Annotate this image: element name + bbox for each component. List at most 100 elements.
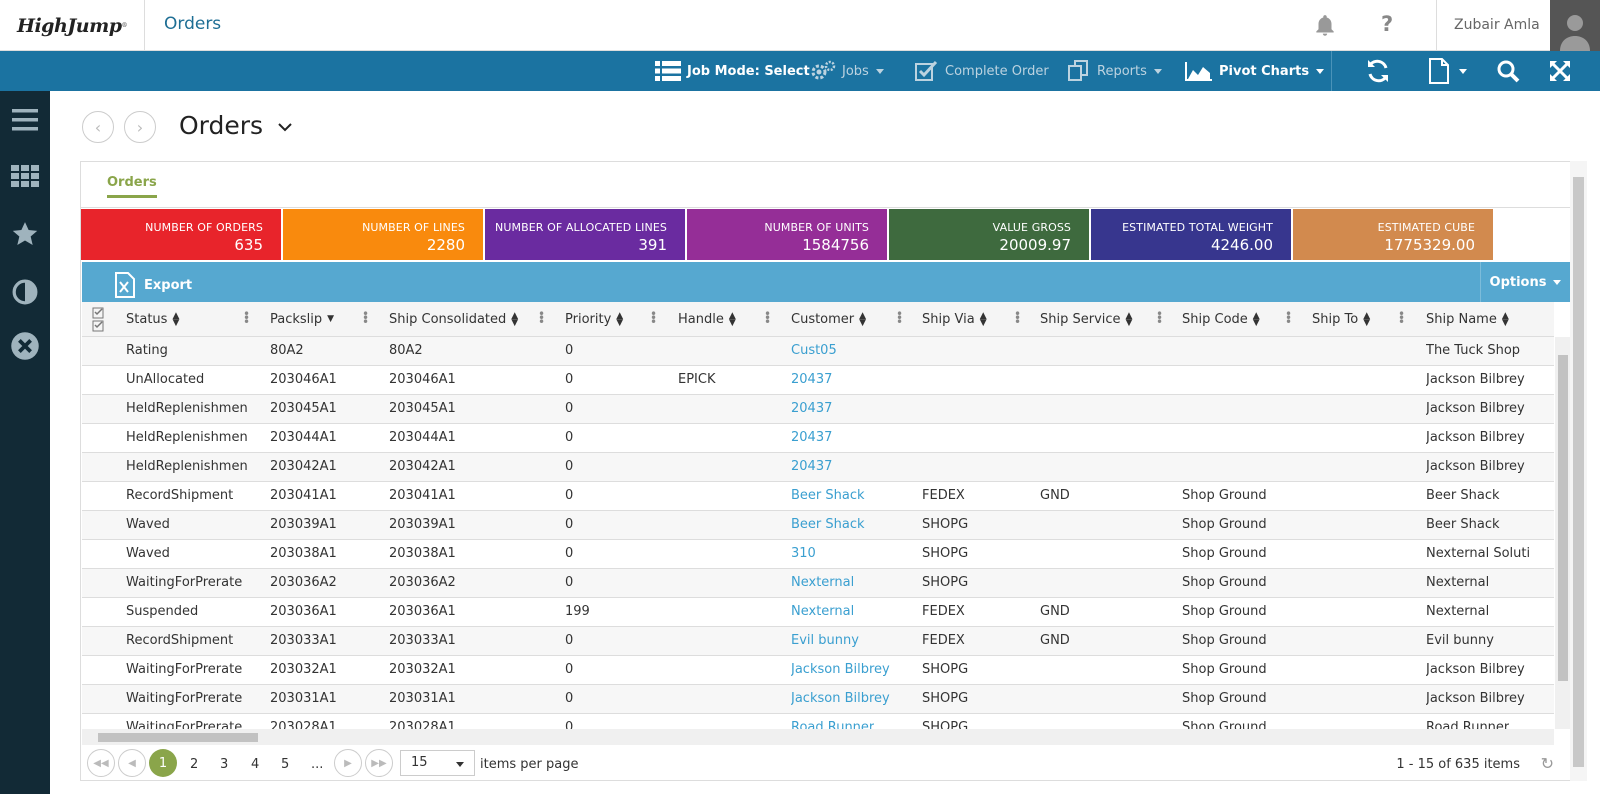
fullscreen-icon[interactable] <box>1549 51 1577 91</box>
column-menu-icon[interactable]: • • • <box>650 307 658 329</box>
scrollbar-thumb[interactable] <box>1558 355 1568 681</box>
menu-icon[interactable] <box>10 105 40 135</box>
next-page-button[interactable]: ▶ <box>334 749 362 777</box>
select-all-checkbox-icon[interactable] <box>92 302 106 337</box>
table-row[interactable]: WaitingForPrerate 203032A1 203032A1 0 Jackso… <box>82 656 1554 685</box>
scrollbar-thumb[interactable] <box>1573 177 1584 767</box>
table-row[interactable]: UnAllocated 203046A1 203046A1 0 EPICK 20437 Ja… <box>82 366 1554 395</box>
table-row[interactable]: Rating 80A2 80A2 0 Cust05 The Tuck Shop <box>82 337 1554 366</box>
customer-link[interactable]: 20437 <box>791 430 833 445</box>
table-row[interactable]: RecordShipment 203033A1 203033A1 0 Evil bunn… <box>82 627 1554 656</box>
column-menu-icon[interactable]: • • • <box>243 307 251 329</box>
contrast-icon[interactable] <box>10 277 40 307</box>
favorites-star-icon[interactable] <box>10 219 40 249</box>
page-number[interactable]: 1 <box>149 749 177 777</box>
column-header[interactable]: Ship Name ▲ ▼ <box>1426 302 1554 337</box>
first-page-button[interactable]: ◀◀ <box>87 749 115 777</box>
customer-link[interactable]: Jackson Bilbrey <box>791 691 890 706</box>
column-header[interactable]: Priority ▲ ▼ • • • <box>565 302 658 337</box>
table-row[interactable]: WaitingForPrerate 203036A2 203036A2 0 Nexter… <box>82 569 1554 598</box>
column-header[interactable]: Packslip ▼ • • • <box>270 302 370 337</box>
tab-orders[interactable]: Orders <box>107 175 157 198</box>
column-header[interactable]: Ship To ▲ ▼ • • • <box>1312 302 1406 337</box>
column-header[interactable]: Ship Service ▲ ▼ • • • <box>1040 302 1164 337</box>
column-header[interactable]: Customer ▲ ▼ • • • <box>791 302 904 337</box>
column-menu-icon[interactable]: • • • <box>538 307 546 329</box>
pivot-charts-menu[interactable]: Pivot Charts <box>1185 51 1325 91</box>
customer-link[interactable]: Jackson Bilbrey <box>791 662 890 677</box>
scrollbar-thumb[interactable] <box>98 733 258 742</box>
close-circle-icon[interactable] <box>10 331 40 361</box>
customer-link[interactable]: Nexternal <box>791 604 855 619</box>
customer-link[interactable]: 20437 <box>791 372 833 387</box>
table-row[interactable]: WaitingForPrerate 203031A1 203031A1 0 Jackso… <box>82 685 1554 714</box>
customer-link[interactable]: Evil bunny <box>791 633 859 648</box>
page-number[interactable]: 4 <box>251 757 260 772</box>
user-name[interactable]: Zubair Amla <box>1454 17 1540 33</box>
column-header[interactable]: Ship Code ▲ ▼ • • • <box>1182 302 1293 337</box>
page-size-select[interactable]: 15 <box>400 750 475 776</box>
column-header[interactable]: Status ▲ ▼ • • • <box>126 302 251 337</box>
table-row[interactable]: HeldReplenishment 203042A1 203042A1 0 20437 J… <box>82 453 1554 482</box>
table-row[interactable]: HeldReplenishment 203045A1 203045A1 0 20437 J… <box>82 395 1554 424</box>
column-menu-icon[interactable]: • • • <box>1398 307 1406 329</box>
back-button[interactable]: ‹ <box>82 111 114 143</box>
summary-tile[interactable]: Estimated Cube 1775329.00 <box>1293 209 1493 260</box>
customer-link[interactable]: 310 <box>791 546 816 561</box>
page-scrollbar[interactable] <box>1570 161 1587 781</box>
export-button[interactable]: Export <box>114 272 192 298</box>
page-number[interactable]: 2 <box>190 757 199 772</box>
apps-grid-icon[interactable] <box>10 161 40 191</box>
column-menu-icon[interactable]: • • • <box>1285 307 1293 329</box>
customer-link[interactable]: Road Runner <box>791 720 875 729</box>
page-number[interactable]: 5 <box>281 757 290 772</box>
column-menu-icon[interactable]: • • • <box>764 307 772 329</box>
options-menu[interactable]: Options <box>1480 262 1570 302</box>
summary-tile[interactable]: Number of Units 1584756 <box>687 209 887 260</box>
new-document-icon[interactable] <box>1427 51 1467 91</box>
vertical-scrollbar[interactable] <box>1555 337 1571 729</box>
customer-link[interactable]: Nexternal <box>791 575 855 590</box>
column-menu-icon[interactable]: • • • <box>1014 307 1022 329</box>
table-row[interactable]: HeldReplenishment 203044A1 203044A1 0 20437 J… <box>82 424 1554 453</box>
summary-tile[interactable]: Number of Allocated Lines 391 <box>485 209 685 260</box>
table-row[interactable]: Waved 203039A1 203039A1 0 Beer Shack SHOPG Sho… <box>82 511 1554 540</box>
customer-link[interactable]: Beer Shack <box>791 517 865 532</box>
summary-tile[interactable]: Estimated Total Weight 4246.00 <box>1091 209 1291 260</box>
page-heading[interactable]: Orders <box>179 111 293 140</box>
table-row[interactable]: Waved 203038A1 203038A1 0 310 SHOPG Shop Groun… <box>82 540 1554 569</box>
customer-link[interactable]: 20437 <box>791 401 833 416</box>
refresh-icon[interactable] <box>1365 51 1397 91</box>
user-avatar-icon[interactable] <box>1550 0 1600 51</box>
page-number[interactable]: 3 <box>220 757 229 772</box>
customer-link[interactable]: 20437 <box>791 459 833 474</box>
jobs-menu[interactable]: Jobs <box>810 51 884 91</box>
forward-button[interactable]: › <box>124 111 156 143</box>
column-menu-icon[interactable]: • • • <box>896 307 904 329</box>
app-logo[interactable]: HighJump ® <box>0 0 145 51</box>
column-menu-icon[interactable]: • • • <box>362 307 370 329</box>
summary-tile[interactable]: Number of Orders 635 <box>81 209 281 260</box>
reload-icon[interactable]: ↻ <box>1540 754 1554 773</box>
customer-link[interactable]: Beer Shack <box>791 488 865 503</box>
table-row[interactable]: RecordShipment 203041A1 203041A1 0 Beer Shac… <box>82 482 1554 511</box>
complete-order-button[interactable]: Complete Order <box>915 51 1049 91</box>
search-icon[interactable] <box>1496 51 1526 91</box>
table-row[interactable]: WaitingForPrerate 203028A1 203028A1 0 Road R… <box>82 714 1554 729</box>
column-header[interactable]: Ship Via ▲ ▼ • • • <box>922 302 1022 337</box>
column-menu-icon[interactable]: • • • <box>1156 307 1164 329</box>
table-row[interactable]: Suspended 203036A1 203036A1 199 Nexternal FED… <box>82 598 1554 627</box>
summary-tile[interactable]: Value Gross 20009.97 <box>889 209 1089 260</box>
last-page-button[interactable]: ▶▶ <box>365 749 393 777</box>
horizontal-scrollbar[interactable] <box>82 729 1554 745</box>
help-icon[interactable]: ? <box>1381 12 1394 36</box>
column-header[interactable]: Ship Consolidated ▲ ▼ • • • <box>389 302 546 337</box>
summary-tile[interactable]: Number of Lines 2280 <box>283 209 483 260</box>
more-pages-button[interactable]: ... <box>311 757 324 772</box>
reports-menu[interactable]: Reports <box>1067 51 1162 91</box>
column-header[interactable]: Handle ▲ ▼ • • • <box>678 302 772 337</box>
prev-page-button[interactable]: ◀ <box>118 749 146 777</box>
notifications-bell-icon[interactable] <box>1312 13 1338 39</box>
customer-link[interactable]: Cust05 <box>791 343 837 358</box>
job-mode-button[interactable]: Job Mode: Select <box>655 51 810 91</box>
